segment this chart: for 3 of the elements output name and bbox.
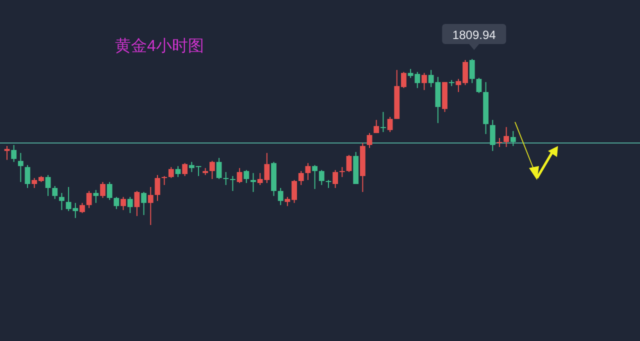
annotation: 1809.94	[452, 28, 496, 42]
chart-title: 黄金4小时图	[115, 37, 204, 55]
annotation: 1809.94	[442, 24, 506, 50]
